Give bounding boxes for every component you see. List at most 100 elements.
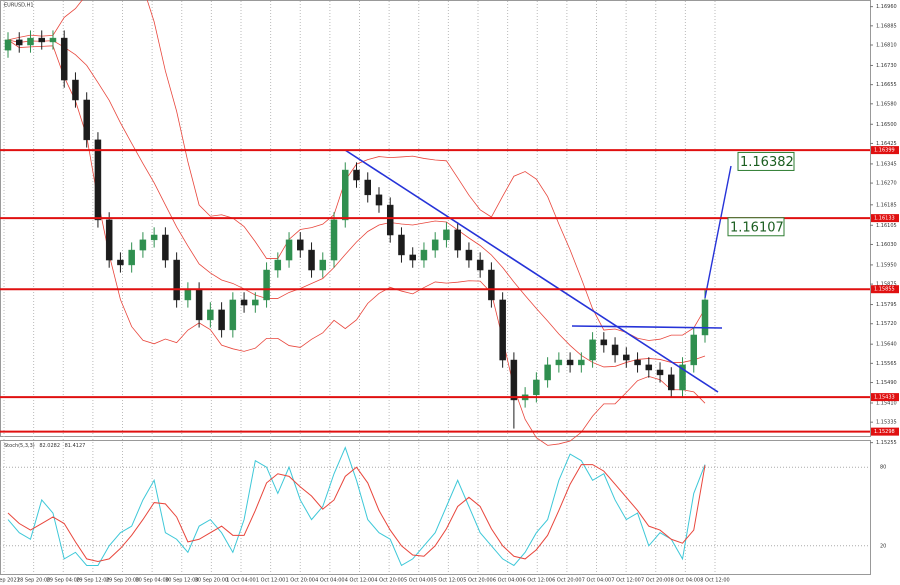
target-label: 1.16382: [740, 155, 794, 170]
candle-body: [319, 259, 327, 271]
candle-body: [38, 37, 45, 43]
candle-body: [330, 219, 338, 261]
level-tag: [871, 214, 899, 223]
overlay: 1.16399 1.16133 1.15855 1.15433 1.15298 1.163…: [0, 146, 899, 436]
candle-body: [173, 259, 180, 301]
y-tick-label: 1.16425: [876, 141, 897, 147]
x-tick-label: 4 Oct 04:00: [315, 578, 344, 584]
y-tick-label: 1.15795: [876, 302, 897, 308]
x-tick-label: 7 Oct 04:00: [582, 578, 611, 584]
candle-body: [668, 374, 675, 391]
candle-body: [297, 239, 304, 251]
candle-body: [679, 364, 686, 391]
x-tick-label: 7 Oct 20:00: [641, 578, 670, 584]
level-tag: [871, 285, 899, 294]
y-tick-label: 1.16655: [876, 82, 897, 88]
candle-body: [533, 379, 540, 396]
stoch-tick-label: 20: [880, 543, 886, 549]
candle-body: [139, 239, 147, 251]
y-tick-label: 1.16185: [876, 202, 897, 208]
stoch-label: Stoch(5,3,3): [4, 443, 35, 449]
y-tick-label: 1.15640: [876, 342, 897, 348]
x-tick-label: 29 Sep 12:00: [76, 578, 109, 584]
level-tag: [871, 146, 899, 155]
candle-body: [229, 299, 237, 331]
y-tick-label: 1.15335: [876, 420, 897, 426]
candle-body: [465, 249, 473, 261]
x-tick-label: 30 Sep 04:00: [135, 578, 168, 584]
candle-body: [634, 359, 641, 366]
candle-body: [656, 369, 664, 376]
trend-line: [344, 149, 719, 393]
candle-body: [83, 99, 90, 141]
candle-body: [72, 79, 79, 101]
x-tick-label: 6 Oct 12:00: [523, 578, 552, 584]
y-tick-label: 1.16730: [876, 63, 897, 69]
candle-body: [386, 204, 394, 236]
candle-body: [263, 269, 270, 301]
candle-body: [342, 169, 349, 221]
candle-body: [128, 249, 135, 266]
candle-body: [207, 309, 214, 321]
y-tick-label: 1.16105: [876, 223, 897, 229]
candle-body: [150, 234, 158, 241]
projection-line: [704, 165, 732, 299]
level-label: 1.15298: [874, 429, 895, 435]
y-tick-label: 1.16030: [876, 242, 897, 248]
neckline: [571, 325, 723, 329]
y-tick-label: 1.15875: [876, 282, 897, 288]
candle-body: [600, 339, 608, 346]
x-tick-label: 28 Sep 20:00: [17, 578, 50, 584]
target-box: [737, 151, 795, 171]
x-tick-label: 8 Oct 04:00: [671, 578, 700, 584]
candle-body: [645, 364, 653, 371]
candle-body: [375, 194, 383, 206]
candle-body: [240, 299, 248, 306]
stoch-line: [7, 464, 706, 563]
candle-body: [701, 299, 709, 336]
candle-body: [488, 269, 495, 301]
y-tick-label: 1.15255: [876, 440, 897, 446]
x-tick-label: 6 Oct 20:00: [552, 578, 581, 584]
x-tick-label: 28 Sep 2021: [0, 578, 20, 584]
candle-body: [578, 359, 585, 366]
plot: [4, 0, 709, 567]
candle-body: [105, 219, 113, 261]
candle-body: [443, 229, 450, 241]
candle-body: [510, 359, 518, 401]
candle-body: [555, 359, 563, 366]
level-label: 1.15433: [874, 395, 895, 401]
x-tick-label: 7 Oct 12:00: [611, 578, 640, 584]
level-tag: [871, 393, 899, 402]
candle-body: [274, 259, 282, 271]
candle-body: [60, 37, 68, 81]
candle-body: [499, 299, 506, 361]
stoch-line: [7, 446, 706, 567]
candle-body: [476, 259, 484, 271]
target-box: [727, 217, 785, 237]
candle-body: [611, 344, 619, 356]
y-tick-label: 1.15410: [876, 400, 897, 406]
stoch-frame: [0, 440, 871, 575]
candle-body: [195, 289, 203, 321]
y-tick-label: 1.16810: [876, 43, 897, 49]
candle-body: [589, 339, 596, 361]
candle-body: [623, 354, 630, 361]
candle-body: [285, 239, 293, 261]
candle-body: [4, 39, 12, 51]
x-tick-label: 5 Oct 20:00: [463, 578, 492, 584]
level-label: 1.16133: [874, 216, 895, 222]
candle-body: [544, 364, 551, 381]
stoch-header: Stoch(5,3,3) 82.0282 81.4127: [4, 443, 85, 449]
candle-body: [454, 229, 461, 251]
candle-body: [353, 169, 360, 181]
candle-body: [431, 239, 439, 251]
x-tick-label: 1 Oct 04:00: [226, 578, 255, 584]
bollinger-band: [7, 39, 706, 446]
x-tick-label: 5 Oct 12:00: [434, 578, 463, 584]
x-tick-label: 29 Sep 20:00: [106, 578, 139, 584]
candle-body: [94, 139, 102, 221]
x-tick-label: 30 Sep 12:00: [165, 578, 198, 584]
